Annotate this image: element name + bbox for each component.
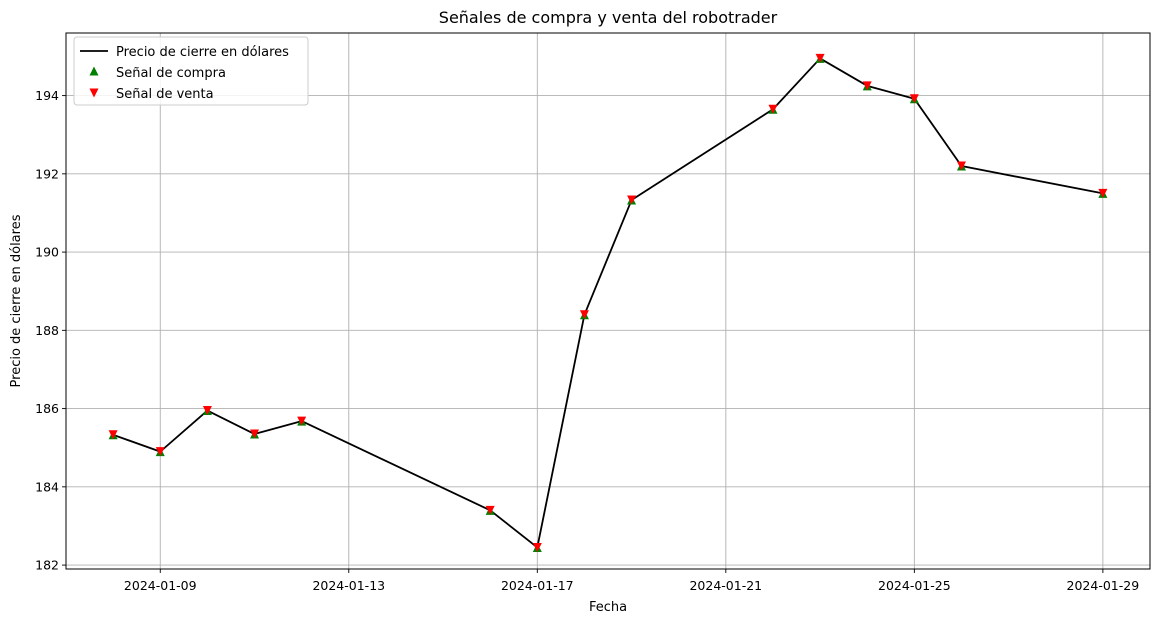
x-tick-label: 2024-01-17 [501,578,574,593]
sell-signal-marker [532,542,542,552]
legend-buy-swatch [89,66,99,76]
x-axis-ticks: 2024-01-09 2024-01-13 2024-01-17 2024-01-21… [124,569,1139,593]
sell-signal-marker [297,416,307,426]
legend-label-sell: Señal de venta [116,87,214,102]
sell-signal-marker [815,53,825,63]
y-tick-label: 192 [35,166,59,181]
sell-signal-marker [909,94,919,104]
x-tick-label: 2024-01-09 [124,578,197,593]
x-axis-label: Fecha [589,600,627,615]
legend-label-buy: Señal de compra [116,66,226,81]
y-axis-ticks: 182 184 186 188 190 192 194 [35,88,66,573]
legend-label-price: Precio de cierre en dólares [116,45,289,60]
sell-signal-marker [250,429,260,439]
sell-signal-marker [579,310,589,320]
plot-frame [65,32,1151,570]
legend: Precio de cierre en dólares Señal de com… [73,36,309,106]
sell-signal-marker [485,505,495,515]
plot-series [108,53,1108,552]
x-tick-label: 2024-01-13 [312,578,385,593]
sell-signal-marker [956,161,966,171]
sell-signal-marker [202,406,212,416]
y-tick-label: 190 [35,245,59,260]
series-line-price [112,57,1104,549]
sell-signal-marker [108,430,118,440]
sell-signal-marker [627,195,637,205]
sell-signal-marker [768,104,778,114]
legend-box [73,36,309,106]
x-tick-label: 2024-01-29 [1067,578,1140,593]
y-tick-label: 184 [35,479,59,494]
chart-title: Señales de compra y venta del robotrader [439,8,778,27]
legend-sell-swatch [89,88,99,98]
grid [66,33,1150,569]
x-tick-label: 2024-01-25 [878,578,951,593]
sell-signal-marker [862,81,872,91]
y-tick-label: 188 [35,323,59,338]
sell-signal-marker [1098,188,1108,198]
sell-signal-marker [155,447,165,457]
y-tick-label: 182 [35,558,59,573]
y-tick-label: 194 [35,88,59,103]
y-axis-label: Precio de cierre en dólares [9,214,24,387]
x-tick-label: 2024-01-21 [689,578,762,593]
y-tick-label: 186 [35,401,59,416]
